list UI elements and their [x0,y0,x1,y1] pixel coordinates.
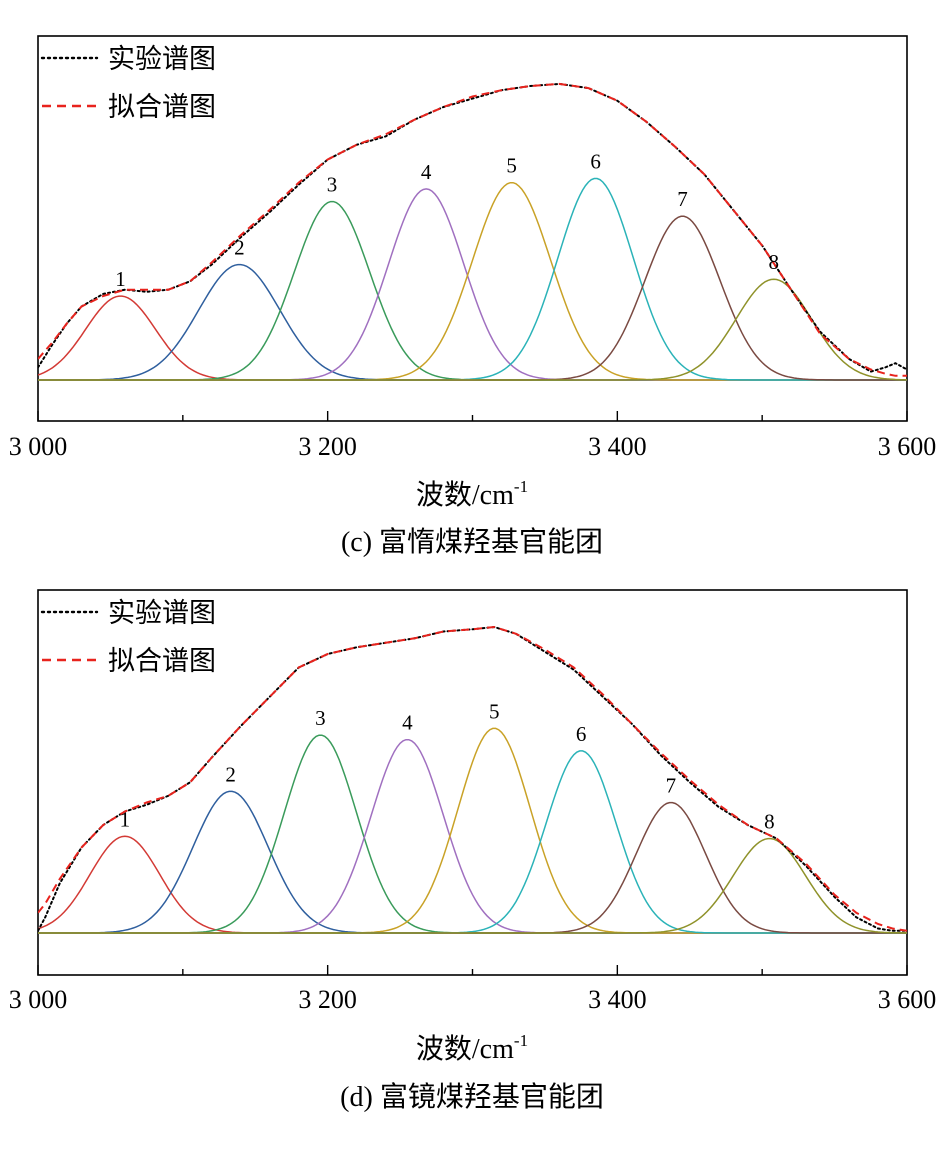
curves [38,625,907,934]
peak-8-curve [38,278,907,381]
peak-1-curve [38,295,907,381]
chart-panel-d: 3 000 3 200 3 400 3 600 波数/cm-1 (d) 富镜煤羟基官能团 1… [9,589,937,1113]
peak-1-label: 1 [120,807,131,831]
x-tick-label: 3 400 [588,432,647,461]
peak-4-curve [38,738,907,934]
x-tick-label: 3 600 [878,985,937,1014]
peak-1-curve [38,835,907,934]
peak-2-label: 2 [225,762,236,786]
peak-6-label: 6 [590,149,601,173]
peak-4-label: 4 [421,160,432,184]
peak-6-label: 6 [576,722,587,746]
peak-5-label: 5 [506,154,517,178]
x-tick-label: 3 200 [298,432,357,461]
legend-entry-label: 拟合谱图 [108,92,216,123]
x-axis-label: 波数/cm-1 [416,477,528,511]
peak-5-curve [38,181,907,381]
legend-entry-label: 拟合谱图 [108,646,216,677]
peak-6-curve [38,750,907,934]
peak-5-label: 5 [489,699,500,723]
peak-4-curve [38,188,907,381]
fitted-spectrum-line [38,625,907,932]
experimental-spectrum-line [38,82,907,373]
x-axis-label-superscript: -1 [514,1031,528,1050]
peak-2-label: 2 [234,236,245,260]
peak-7-curve [38,801,907,934]
x-tick-label: 3 600 [878,432,937,461]
curves [38,82,907,381]
peak-3-label: 3 [315,706,326,730]
peak-7-label: 7 [666,774,677,798]
x-axis-label: 波数/cm-1 [416,1031,528,1065]
peak-8-label: 8 [769,250,780,274]
chart-caption: (c) 富惰煤羟基官能团 [341,526,603,558]
legend-entry-label: 实验谱图 [108,44,216,75]
peak-2-curve [38,790,907,934]
x-tick-label: 3 400 [588,985,647,1014]
peak-3-curve [38,734,907,934]
peak-3-label: 3 [327,173,338,197]
x-tick-label: 3 000 [9,985,68,1014]
chart-panel-c: 3 000 3 200 3 400 3 600 波数/cm-1 (c) 富惰煤羟基官能团 1… [9,35,937,558]
peak-1-label: 1 [115,267,126,291]
peak-8-label: 8 [764,810,775,834]
chart-caption: (d) 富镜煤羟基官能团 [340,1081,604,1113]
x-axis-label-superscript: -1 [514,477,528,496]
peak-5-curve [38,727,907,934]
peak-7-label: 7 [677,187,688,211]
peak-2-curve [38,263,907,381]
peak-4-label: 4 [402,711,413,735]
x-tick-label: 3 000 [9,432,68,461]
x-tick-label: 3 200 [298,985,357,1014]
legend-entry-label: 实验谱图 [108,598,216,629]
peak-8-curve [38,837,907,934]
fitted-spectrum-line [38,82,907,377]
